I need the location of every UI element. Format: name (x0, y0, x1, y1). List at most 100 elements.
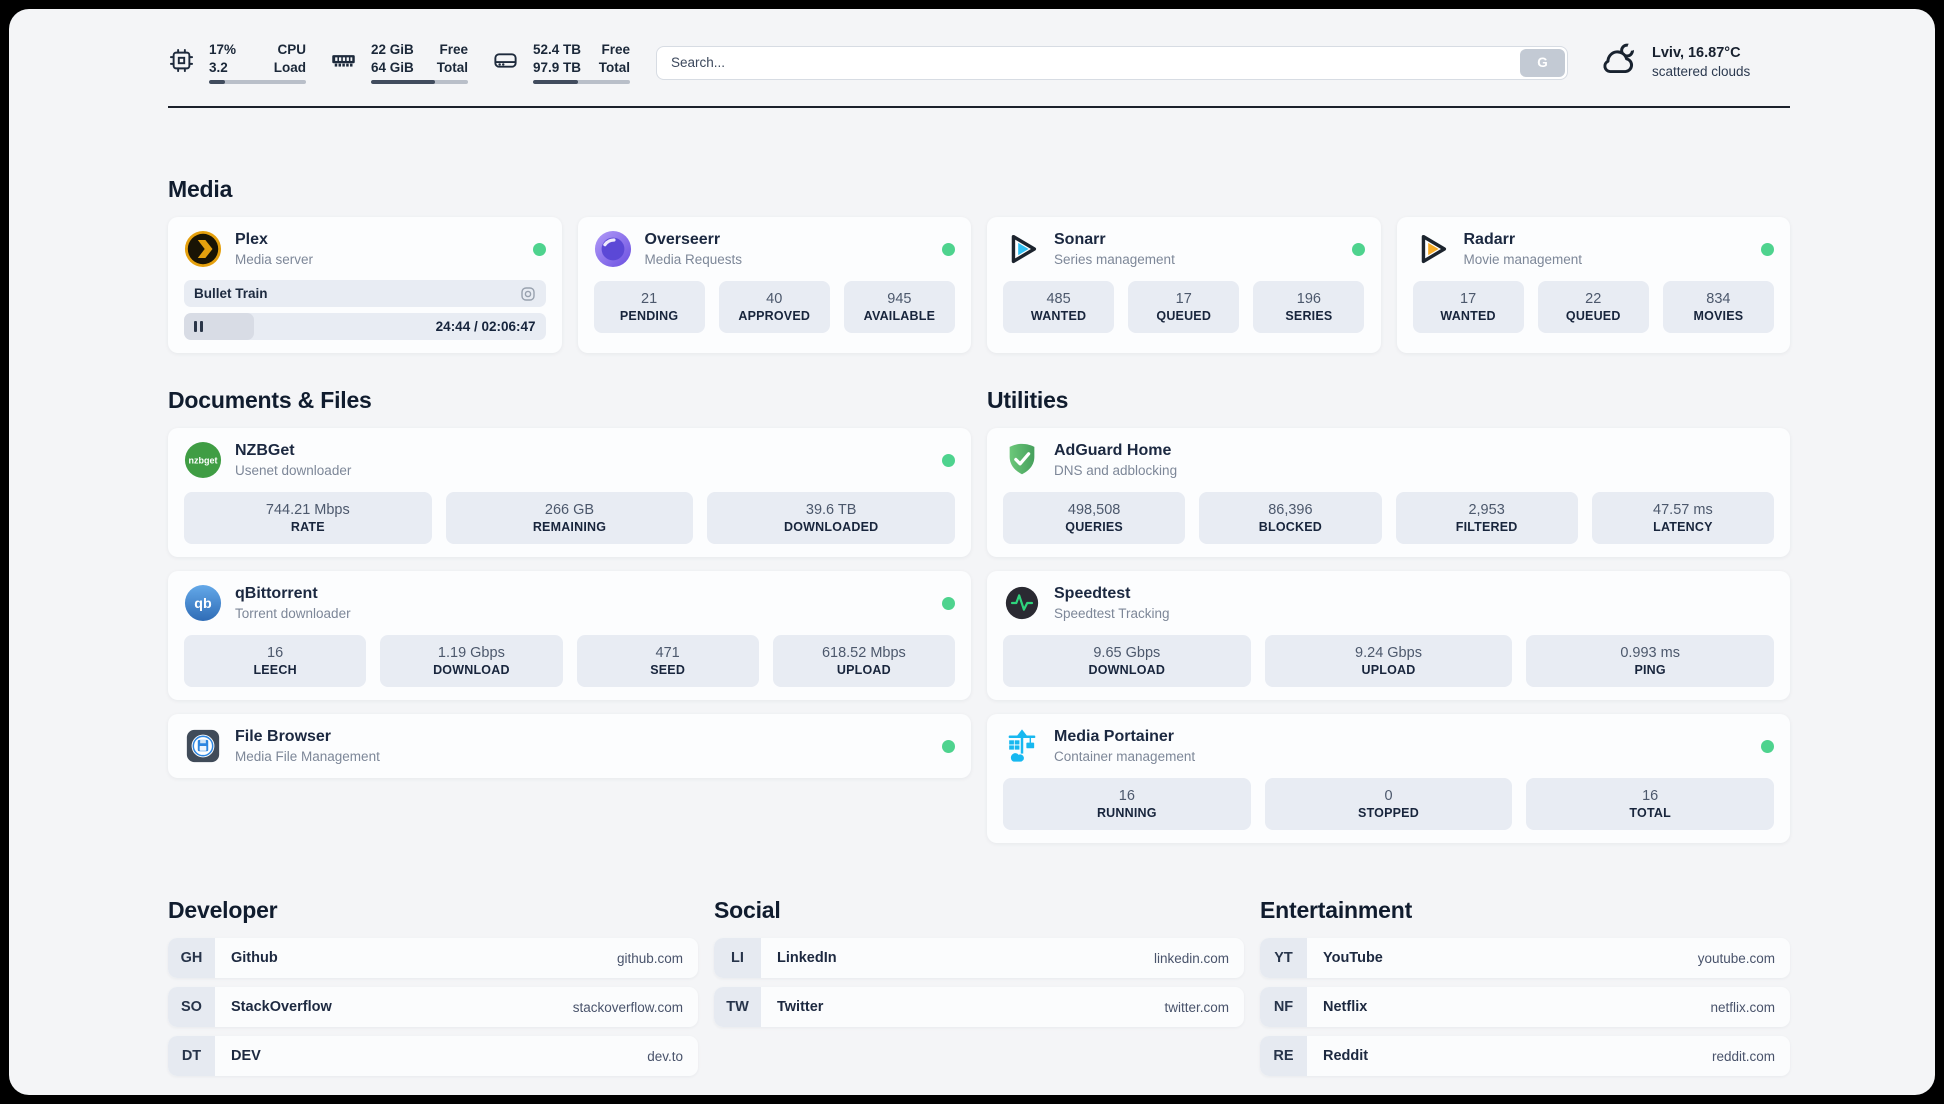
stat-movies: 834 MOVIES (1662, 281, 1774, 333)
app-title: NZBGet (235, 442, 295, 460)
bookmark-linkedin[interactable]: LI LinkedIn linkedin.com (714, 938, 1244, 978)
bookmark-group-social: Social LI LinkedIn linkedin.com TW Twitt… (714, 897, 1244, 1027)
bookmark-stackoverflow[interactable]: SO StackOverflow stackoverflow.com (168, 987, 698, 1027)
app-card-sonarr[interactable]: Sonarr Series management 485 WANTED 17 QUE… (987, 217, 1381, 353)
bookmark-twitter[interactable]: TW Twitter twitter.com (714, 987, 1244, 1027)
stat-downloaded: 39.6 TB DOWNLOADED (707, 492, 955, 544)
stat-wanted: 485 WANTED (1003, 281, 1115, 333)
radarr-icon (1413, 230, 1451, 268)
qbittorrent-icon: qb (184, 584, 222, 622)
section-title-utilities: Utilities (987, 387, 1069, 413)
media-source-icon (520, 286, 536, 302)
search-engine-button[interactable]: G (1520, 48, 1565, 77)
app-subtitle: Media File Management (235, 748, 380, 764)
stat-upload: 618.52 Mbps UPLOAD (772, 635, 955, 687)
cpu-progress-bar (209, 80, 306, 85)
plex-icon (184, 230, 222, 268)
status-online-dot (532, 242, 546, 256)
portainer-icon (1003, 727, 1041, 765)
stat-blocked: 86,396 BLOCKED (1199, 492, 1382, 544)
bookmark-github[interactable]: GH Github github.com (168, 938, 698, 978)
stat-queued: 17 QUEUED (1128, 281, 1240, 333)
bookmark-name: DEV (231, 1048, 261, 1064)
app-subtitle: Usenet downloader (235, 462, 352, 478)
stat-rate: 744.21 Mbps RATE (184, 492, 432, 544)
stat-remaining: 266 GB REMAINING (445, 492, 694, 544)
stat-download: 9.65 Gbps DOWNLOAD (1003, 635, 1251, 687)
header-bar: 17% CPU 3.2 Load (168, 39, 1790, 86)
memory-label-bottom: Total (436, 59, 468, 75)
app-card-qbittorrent[interactable]: qb qBittorrent Torrent downloader 16 LEEC… (168, 571, 971, 700)
svg-text:nzbget: nzbget (188, 455, 217, 465)
media-grid: Plex Media server Bullet Train 24:44 / 0… (168, 217, 1790, 353)
speedtest-icon (1003, 584, 1041, 622)
cpu-usage-value: 17% (209, 41, 237, 57)
search-input[interactable] (656, 45, 1568, 80)
app-card-overseerr[interactable]: Overseerr Media Requests 21 PENDING 40 APP… (577, 217, 971, 353)
bookmark-group-developer: Developer GH Github github.com SO StackO… (168, 897, 698, 1076)
app-title: Overseerr (644, 231, 721, 249)
disk-icon (492, 47, 519, 79)
storage-free-value: 52.4 TB (533, 41, 582, 57)
stat-wanted: 17 WANTED (1412, 281, 1524, 333)
bookmark-name: StackOverflow (231, 999, 332, 1015)
status-online-dot (942, 596, 955, 610)
bookmark-name: Reddit (1323, 1048, 1369, 1064)
status-online-dot (942, 453, 955, 467)
app-card-radarr[interactable]: Radarr Movie management 17 WANTED 22 QUEUE… (1396, 217, 1790, 353)
stat-running: 16 RUNNING (1003, 778, 1251, 830)
bookmark-name: LinkedIn (777, 950, 837, 966)
app-card-nzbget[interactable]: nzbget NZBGet Usenet downloader 744.21 M… (168, 428, 971, 557)
now-playing-row: Bullet Train (184, 280, 546, 307)
section-title-documents: Documents & Files (168, 387, 372, 413)
filebrowser-icon (184, 727, 222, 765)
cpu-metric: 17% CPU 3.2 Load (168, 41, 306, 85)
app-card-speedtest[interactable]: Speedtest Speedtest Tracking 9.65 Gbps DO… (987, 571, 1790, 700)
adguard-icon (1003, 441, 1041, 479)
header-divider (168, 106, 1790, 108)
bookmark-abbr: RE (1260, 1036, 1307, 1076)
bookmark-name: Github (231, 950, 278, 966)
bookmark-netflix[interactable]: NF Netflix netflix.com (1260, 987, 1790, 1027)
bookmark-dev[interactable]: DT DEV dev.to (168, 1036, 698, 1076)
overseerr-icon (594, 230, 632, 268)
cpu-label-top: CPU (277, 41, 306, 57)
storage-label-bottom: Total (598, 59, 630, 75)
status-online-dot (1351, 242, 1365, 256)
utilities-column: Utilities AdGuard Home (987, 387, 1790, 843)
svg-text:qb: qb (194, 596, 212, 612)
app-card-plex[interactable]: Plex Media server Bullet Train 24:44 / 0… (168, 217, 562, 353)
app-subtitle: DNS and adblocking (1054, 462, 1178, 478)
bookmark-abbr: YT (1260, 938, 1307, 978)
app-title: Media Portainer (1054, 728, 1175, 746)
status-online-dot (1761, 242, 1774, 256)
app-title: Sonarr (1054, 231, 1106, 249)
stat-download: 1.19 Gbps DOWNLOAD (380, 635, 563, 687)
pause-icon[interactable] (194, 321, 203, 332)
bookmark-url: stackoverflow.com (572, 999, 683, 1015)
bookmark-reddit[interactable]: RE Reddit reddit.com (1260, 1036, 1790, 1076)
status-online-dot (1761, 739, 1774, 753)
storage-label-top: Free (601, 41, 630, 57)
stat-latency: 47.57 ms LATENCY (1591, 492, 1774, 544)
bookmark-url: github.com (616, 950, 683, 966)
app-card-adguard[interactable]: AdGuard Home DNS and adblocking 498,508 Q… (987, 428, 1790, 557)
stat-available: 945 AVAILABLE (843, 281, 955, 333)
app-subtitle: Container management (1054, 748, 1196, 764)
weather-location-temp: Lviv, 16.87°C (1652, 44, 1741, 61)
app-card-filebrowser[interactable]: File Browser Media File Management (168, 714, 971, 778)
app-subtitle: Series management (1054, 251, 1175, 267)
nzbget-icon: nzbget (184, 441, 222, 479)
app-subtitle: Media server (235, 251, 314, 267)
bookmark-youtube[interactable]: YT YouTube youtube.com (1260, 938, 1790, 978)
memory-icon (330, 47, 357, 79)
playback-progress-row: 24:44 / 02:06:47 (184, 313, 546, 340)
app-card-portainer[interactable]: Media Portainer Container management 16 R… (987, 714, 1790, 843)
cpu-label-bottom: Load (273, 59, 306, 75)
storage-metric: 52.4 TB Free 97.9 TB Total (492, 41, 630, 85)
documents-column: Documents & Files nzbget NZBGet U (168, 387, 971, 778)
now-playing-title: Bullet Train (194, 286, 268, 301)
app-title: Speedtest (1054, 585, 1131, 603)
bookmark-abbr: LI (714, 938, 761, 978)
bookmark-name: YouTube (1323, 950, 1383, 966)
